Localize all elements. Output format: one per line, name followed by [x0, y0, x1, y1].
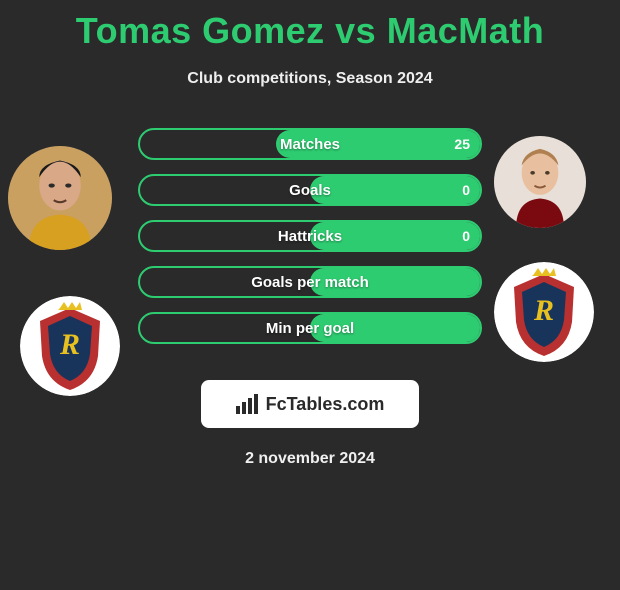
player-left-photo [8, 146, 112, 250]
brand-box[interactable]: FcTables.com [201, 380, 419, 428]
svg-text:R: R [59, 328, 80, 361]
stat-row: Hattricks0 [138, 220, 482, 252]
stat-label: Goals [140, 182, 480, 199]
player-right-photo [494, 136, 586, 228]
stat-row: Matches25 [138, 128, 482, 160]
stat-right-value: 0 [462, 182, 470, 198]
stat-label: Matches [140, 136, 480, 153]
brand-bars-icon [236, 394, 260, 414]
stat-rows-container: Matches25Goals0Hattricks0Goals per match… [138, 128, 482, 344]
stat-label: Goals per match [140, 274, 480, 291]
club-left-logo-svg: R [20, 296, 120, 396]
stat-row: Goals per match [138, 266, 482, 298]
snapshot-date: 2 november 2024 [0, 450, 620, 468]
page-title: Tomas Gomez vs MacMath [0, 10, 620, 52]
stat-row: Goals0 [138, 174, 482, 206]
brand-text: FcTables.com [266, 394, 385, 415]
stat-label: Min per goal [140, 320, 480, 337]
subtitle: Club competitions, Season 2024 [0, 70, 620, 88]
stat-right-value: 0 [462, 228, 470, 244]
stat-right-value: 25 [454, 136, 470, 152]
club-left-logo: R [20, 296, 120, 396]
club-right-logo: R [494, 262, 594, 362]
comparison-area: R R Matches25Goals0Hattricks0Goals per m… [0, 128, 620, 468]
player-right-photo-svg [494, 136, 586, 228]
stat-row: Min per goal [138, 312, 482, 344]
stat-label: Hattricks [140, 228, 480, 245]
player-left-photo-svg [8, 146, 112, 250]
svg-text:R: R [533, 294, 554, 327]
club-right-logo-svg: R [494, 262, 594, 362]
